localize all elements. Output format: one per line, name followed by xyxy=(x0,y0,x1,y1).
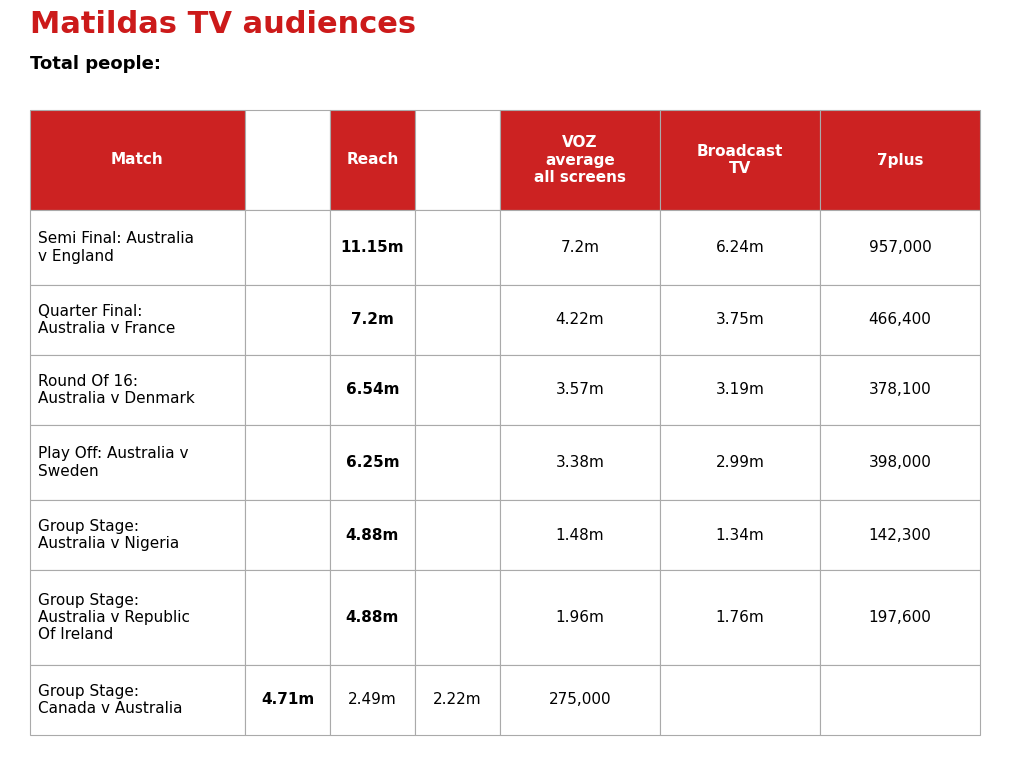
Bar xyxy=(30,210,245,285)
Bar xyxy=(330,110,415,210)
Text: 2.99m: 2.99m xyxy=(716,455,765,470)
Bar xyxy=(415,665,500,735)
Bar xyxy=(415,110,500,210)
Bar xyxy=(820,355,980,425)
Bar xyxy=(330,210,415,285)
Bar xyxy=(660,665,820,735)
Text: Group Stage:
Australia v Nigeria: Group Stage: Australia v Nigeria xyxy=(38,519,179,551)
Text: VOZ
average
all screens: VOZ average all screens xyxy=(534,135,626,185)
Bar xyxy=(330,570,415,665)
Text: 7plus: 7plus xyxy=(877,153,924,167)
Bar xyxy=(820,500,980,570)
Bar xyxy=(415,570,500,665)
Bar xyxy=(30,500,245,570)
Bar xyxy=(330,425,415,500)
Bar xyxy=(415,500,500,570)
Bar xyxy=(500,210,660,285)
Text: 275,000: 275,000 xyxy=(549,692,611,708)
Bar xyxy=(500,570,660,665)
Bar xyxy=(660,570,820,665)
Bar xyxy=(330,665,415,735)
Bar xyxy=(660,355,820,425)
Bar xyxy=(820,210,980,285)
Text: 3.75m: 3.75m xyxy=(716,312,764,328)
Text: 378,100: 378,100 xyxy=(868,382,932,397)
Text: 1.34m: 1.34m xyxy=(716,527,764,543)
Text: 7.2m: 7.2m xyxy=(351,312,394,328)
Bar xyxy=(330,355,415,425)
Bar xyxy=(820,425,980,500)
Text: Total people:: Total people: xyxy=(30,55,161,73)
Bar xyxy=(30,285,245,355)
Text: 1.76m: 1.76m xyxy=(716,610,764,625)
Bar xyxy=(660,210,820,285)
Bar xyxy=(500,500,660,570)
Bar xyxy=(500,355,660,425)
Bar xyxy=(30,425,245,500)
Text: 4.88m: 4.88m xyxy=(346,527,399,543)
Bar xyxy=(245,285,330,355)
Text: 957,000: 957,000 xyxy=(868,240,932,255)
Bar xyxy=(820,570,980,665)
Bar xyxy=(415,210,500,285)
Bar xyxy=(660,110,820,210)
Bar xyxy=(30,355,245,425)
Bar xyxy=(245,210,330,285)
Text: Matildas TV audiences: Matildas TV audiences xyxy=(30,10,416,39)
Text: 398,000: 398,000 xyxy=(868,455,932,470)
Bar xyxy=(30,570,245,665)
Text: 197,600: 197,600 xyxy=(868,610,932,625)
Bar xyxy=(245,355,330,425)
Text: 142,300: 142,300 xyxy=(868,527,932,543)
Text: Quarter Final:
Australia v France: Quarter Final: Australia v France xyxy=(38,304,175,336)
Bar xyxy=(820,285,980,355)
Bar xyxy=(415,425,500,500)
Bar xyxy=(820,665,980,735)
Bar xyxy=(245,665,330,735)
Text: Round Of 16:
Australia v Denmark: Round Of 16: Australia v Denmark xyxy=(38,374,195,406)
Bar xyxy=(500,285,660,355)
Bar xyxy=(330,500,415,570)
Text: 2.22m: 2.22m xyxy=(433,692,482,708)
Bar xyxy=(245,110,330,210)
Bar xyxy=(30,110,245,210)
Bar xyxy=(415,355,500,425)
Text: 3.19m: 3.19m xyxy=(716,382,765,397)
Text: 466,400: 466,400 xyxy=(868,312,932,328)
Bar xyxy=(245,570,330,665)
Text: 7.2m: 7.2m xyxy=(560,240,599,255)
Text: Broadcast
TV: Broadcast TV xyxy=(696,144,783,176)
Text: 2.49m: 2.49m xyxy=(348,692,397,708)
Text: 1.96m: 1.96m xyxy=(556,610,604,625)
Bar xyxy=(245,500,330,570)
Text: 6.54m: 6.54m xyxy=(346,382,399,397)
Bar xyxy=(30,665,245,735)
Text: 4.71m: 4.71m xyxy=(261,692,314,708)
Bar xyxy=(500,665,660,735)
Bar xyxy=(500,110,660,210)
Text: Semi Final: Australia
v England: Semi Final: Australia v England xyxy=(38,231,194,264)
Text: Group Stage:
Canada v Australia: Group Stage: Canada v Australia xyxy=(38,684,182,716)
Text: 1.48m: 1.48m xyxy=(556,527,604,543)
Bar xyxy=(660,425,820,500)
Text: 11.15m: 11.15m xyxy=(341,240,404,255)
Text: Group Stage:
Australia v Republic
Of Ireland: Group Stage: Australia v Republic Of Ire… xyxy=(38,593,190,642)
Text: 6.24m: 6.24m xyxy=(716,240,764,255)
Bar xyxy=(660,500,820,570)
Text: Play Off: Australia v
Sweden: Play Off: Australia v Sweden xyxy=(38,446,188,479)
Bar xyxy=(415,285,500,355)
Text: Reach: Reach xyxy=(346,153,398,167)
Text: 4.22m: 4.22m xyxy=(556,312,604,328)
Bar xyxy=(330,285,415,355)
Bar xyxy=(245,425,330,500)
Text: 4.88m: 4.88m xyxy=(346,610,399,625)
Text: 3.57m: 3.57m xyxy=(556,382,604,397)
Bar xyxy=(500,425,660,500)
Bar xyxy=(820,110,980,210)
Text: Match: Match xyxy=(112,153,164,167)
Text: 3.38m: 3.38m xyxy=(556,455,604,470)
Bar xyxy=(660,285,820,355)
Text: 6.25m: 6.25m xyxy=(346,455,399,470)
